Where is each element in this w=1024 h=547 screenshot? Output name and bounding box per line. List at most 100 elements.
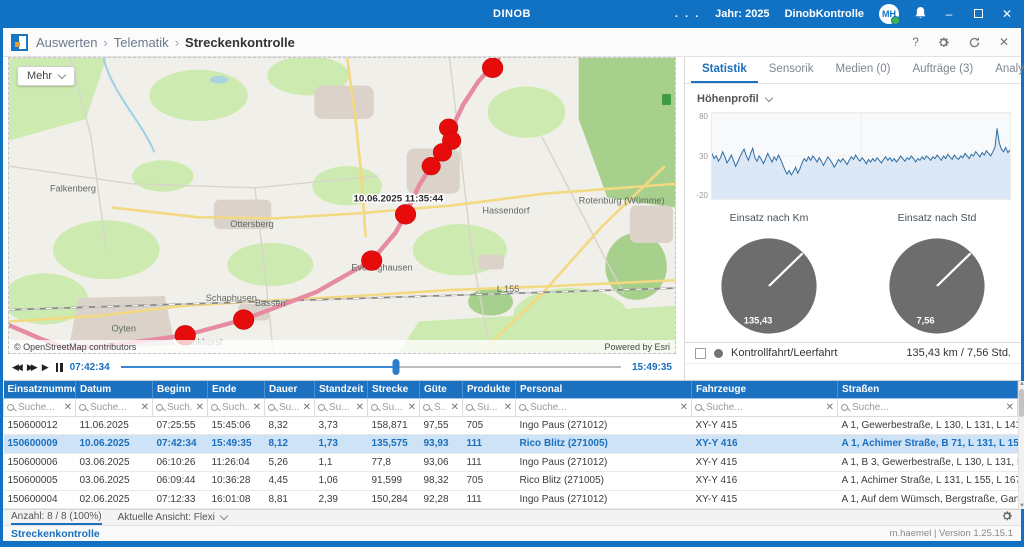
help-button[interactable]: ? — [912, 35, 919, 49]
breadcrumb-item[interactable]: Telematik — [113, 34, 169, 50]
clear-filter-icon[interactable]: ✕ — [503, 401, 512, 413]
table-row[interactable]: 150600004 02.06.2025 07:12:33 16:01:08 8,81 2… — [3, 490, 1018, 509]
tab-medien-0-[interactable]: Medien (0) — [835, 63, 891, 75]
column-header-standzeit[interactable]: Standzeit — [314, 381, 368, 399]
filter-input[interactable]: Suche... ✕ — [79, 402, 149, 413]
filter-input[interactable]: Suche... ✕ — [695, 402, 834, 413]
avatar[interactable]: MH — [879, 4, 900, 25]
clear-filter-icon[interactable]: ✕ — [195, 401, 204, 413]
table-cell: 3,73 — [314, 416, 368, 435]
refresh-icon[interactable] — [968, 36, 981, 49]
timeline-track[interactable] — [120, 359, 621, 375]
map-more-button[interactable]: Mehr — [17, 66, 76, 86]
breadcrumb-bar: Auswerten › Telematik › Streckenkontrolle ? … — [3, 28, 1021, 57]
app-logo-icon — [11, 33, 28, 51]
filter-placeholder: Su... — [279, 401, 299, 413]
legend-checkbox[interactable] — [695, 347, 706, 359]
route-event-marker[interactable] — [233, 309, 255, 330]
filter-input[interactable]: Suche... ✕ — [841, 402, 1014, 413]
filter-input[interactable]: Such...✕ — [211, 402, 261, 413]
clear-filter-icon[interactable]: ✕ — [450, 401, 459, 413]
table-cell: 8,32 — [264, 416, 315, 435]
fast-forward-button[interactable]: ▶▶ — [26, 361, 38, 372]
table-scrollbar[interactable]: ▲ ▼ — [1018, 381, 1024, 509]
play-button[interactable]: ▶ — [41, 361, 49, 372]
scroll-thumb[interactable] — [1019, 389, 1024, 417]
clear-filter-icon[interactable]: ✕ — [252, 401, 261, 413]
column-header-einsatznummer[interactable]: Einsatznummer — [3, 381, 76, 399]
clear-filter-icon[interactable]: ✕ — [355, 401, 364, 413]
close-page-icon[interactable]: ✕ — [998, 35, 1009, 49]
task-tab-streckenkontrolle[interactable]: Streckenkontrolle — [11, 527, 100, 540]
table-cell: 06:10:26 — [152, 453, 208, 472]
column-header-personal[interactable]: Personal — [515, 381, 692, 399]
filter-input[interactable]: Su... ✕ — [318, 402, 364, 413]
route-event-marker[interactable] — [361, 250, 383, 271]
scroll-up-icon[interactable]: ▲ — [1019, 381, 1024, 387]
row-count[interactable]: Anzahl: 8 / 8 (100%) — [11, 510, 102, 525]
column-header-stra-en[interactable]: Straßen — [837, 381, 1018, 399]
map-panel[interactable]: FalkenbergOytenSchaphusenBassenBookhorst… — [8, 57, 676, 354]
clear-filter-icon[interactable]: ✕ — [679, 401, 688, 413]
filter-input[interactable]: Su... ✕ — [466, 402, 512, 413]
table-row[interactable]: 150600006 03.06.2025 06:10:26 11:26:04 5,26 1… — [3, 453, 1018, 472]
rewind-button[interactable]: ◀◀ — [12, 361, 23, 372]
route-event-marker[interactable] — [421, 157, 441, 176]
column-header-strecke[interactable]: Strecke — [367, 381, 420, 399]
clear-filter-icon[interactable]: ✕ — [140, 401, 149, 413]
year-selector[interactable]: Jahr: 2025 — [715, 8, 770, 20]
column-header-g-te[interactable]: Güte — [419, 381, 463, 399]
table-settings-gear-icon[interactable] — [1001, 510, 1013, 525]
legend-row: Kontrollfahrt/Leerfahrt 135,43 km / 7,56… — [685, 342, 1021, 364]
section-hoehenprofil[interactable]: Höhenprofil — [685, 84, 1021, 110]
bell-icon[interactable] — [914, 6, 927, 23]
overflow-menu-icon[interactable]: . . . — [674, 8, 701, 20]
breadcrumb-item[interactable]: Auswerten — [36, 34, 98, 50]
table-row[interactable]: 150600009 10.06.2025 07:42:34 15:49:35 8,12 1… — [3, 434, 1018, 454]
table-cell: 4,45 — [264, 471, 315, 491]
clear-filter-icon[interactable]: ✕ — [407, 401, 416, 413]
column-header-dauer[interactable]: Dauer — [264, 381, 315, 399]
clear-filter-icon[interactable]: ✕ — [1005, 401, 1014, 413]
tab-statistik[interactable]: Statistik — [691, 57, 758, 83]
account-menu[interactable]: DinobKontrolle — [784, 8, 864, 20]
maximize-button[interactable] — [971, 7, 985, 21]
map-place-label: Ottersberg — [230, 219, 273, 229]
table-cell: Ingo Paus (271012) — [515, 490, 692, 509]
search-icon — [79, 403, 86, 411]
map-layer-badge[interactable] — [662, 94, 671, 105]
tab-auftr-ge-3-[interactable]: Aufträge (3) — [912, 63, 974, 75]
search-icon — [211, 403, 218, 411]
clear-filter-icon[interactable]: ✕ — [63, 401, 72, 413]
clear-filter-icon[interactable]: ✕ — [302, 401, 311, 413]
filter-input[interactable]: Such...✕ — [156, 402, 204, 413]
panel-divider[interactable] — [684, 57, 685, 380]
route-event-marker[interactable] — [394, 204, 417, 225]
breadcrumb-item[interactable]: Streckenkontrolle — [185, 34, 295, 50]
clear-filter-icon[interactable]: ✕ — [825, 401, 834, 413]
view-selector[interactable]: Aktuelle Ansicht: Flexi — [118, 511, 229, 523]
scroll-down-icon[interactable]: ▼ — [1019, 503, 1024, 509]
filter-input[interactable]: Su... ✕ — [268, 402, 311, 413]
tab-sensorik[interactable]: Sensorik — [768, 63, 814, 75]
route-event-marker[interactable] — [432, 143, 452, 162]
filter-input[interactable]: Su... ✕ — [371, 402, 416, 413]
tab-analyse[interactable]: Analyse — [995, 63, 1024, 75]
table-row[interactable]: 150600012 11.06.2025 07:25:55 15:45:06 8,32 3… — [3, 416, 1018, 435]
column-header-fahrzeuge[interactable]: Fahrzeuge — [691, 381, 838, 399]
timeline-handle[interactable] — [392, 359, 400, 375]
route-event-marker[interactable] — [482, 58, 504, 78]
minimize-button[interactable]: – — [945, 7, 953, 21]
column-header-ende[interactable]: Ende — [207, 381, 265, 399]
filter-input[interactable]: S...✕ — [423, 402, 459, 413]
filter-input[interactable]: Suche... ✕ — [7, 402, 72, 413]
column-header-produkte[interactable]: Produkte — [462, 381, 516, 399]
filter-input[interactable]: Suche... ✕ — [519, 402, 688, 413]
table-cell: A 1, Auf dem Wümsch, Bergstraße, Gartens… — [837, 490, 1018, 509]
table-row[interactable]: 150600005 03.06.2025 06:09:44 10:36:28 4,45 1… — [3, 471, 1018, 491]
pause-button[interactable] — [55, 362, 63, 372]
column-header-datum[interactable]: Datum — [75, 381, 153, 399]
column-header-beginn[interactable]: Beginn — [152, 381, 208, 399]
close-button[interactable]: ✕ — [1001, 7, 1013, 21]
settings-gear-icon[interactable] — [937, 36, 950, 49]
